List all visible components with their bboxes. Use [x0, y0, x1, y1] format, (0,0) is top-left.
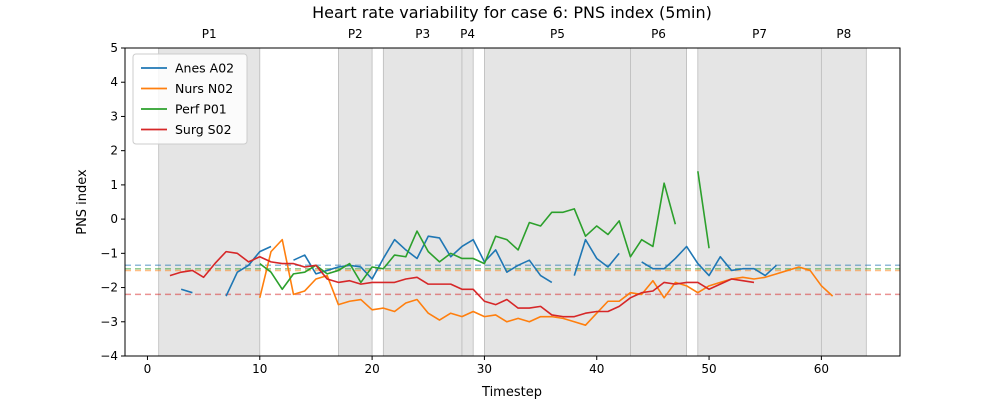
y-axis-label: PNS index — [75, 169, 90, 235]
y-tick-label: 0 — [110, 212, 118, 226]
phase-span-p7 — [697, 47, 822, 357]
x-tick-label: 0 — [144, 362, 152, 376]
phase-label-p8: P8 — [836, 27, 851, 41]
phase-label-p3: P3 — [415, 27, 430, 41]
phase-span-p5 — [484, 47, 631, 357]
legend-label-perf-p01: Perf P01 — [175, 102, 227, 117]
phase-span-p8 — [820, 47, 867, 357]
plot-frame — [124, 47, 901, 357]
phase-label-p4: P4 — [460, 27, 475, 41]
legend-box — [132, 53, 248, 145]
series-line-nurs-n02 — [259, 238, 834, 326]
phase-label-p5: P5 — [550, 27, 565, 41]
y-tick-label: 1 — [110, 178, 118, 192]
series-line-anes-a02 — [180, 235, 777, 297]
series-line-perf-p01 — [259, 171, 710, 291]
y-tick-label: 3 — [110, 109, 118, 123]
legend-label-surg-s02: Surg S02 — [175, 122, 232, 137]
phase-label-p2: P2 — [348, 27, 363, 41]
phase-span-p3 — [382, 47, 463, 357]
y-tick-label: 2 — [110, 144, 118, 158]
y-tick-label: −3 — [100, 315, 118, 329]
phase-label-p7: P7 — [752, 27, 767, 41]
phase-span-p2 — [338, 47, 373, 357]
y-tick-label: 4 — [110, 75, 118, 89]
x-tick-label: 20 — [364, 362, 379, 376]
y-tick-label: −4 — [100, 349, 118, 363]
x-tick-label: 50 — [701, 362, 716, 376]
legend-label-anes-a02: Anes A02 — [175, 61, 234, 76]
legend-label-nurs-n02: Nurs N02 — [175, 81, 233, 96]
phase-label-p1: P1 — [202, 27, 217, 41]
y-tick-label: −2 — [100, 281, 118, 295]
y-tick-label: −1 — [100, 246, 118, 260]
x-tick-label: 10 — [252, 362, 267, 376]
chart-title: Heart rate variability for case 6: PNS i… — [312, 3, 712, 22]
x-tick-label: 40 — [589, 362, 604, 376]
x-tick-label: 30 — [477, 362, 492, 376]
x-axis-label: Timestep — [481, 385, 542, 400]
x-tick-label: 60 — [814, 362, 829, 376]
phase-span-p6 — [630, 47, 687, 357]
y-tick-label: 5 — [110, 41, 118, 55]
series-line-surg-s02 — [169, 250, 755, 318]
phase-span-p4 — [461, 47, 474, 357]
phase-label-p6: P6 — [651, 27, 666, 41]
legend: Anes A02 Nurs N02 Perf P01 Surg S02 — [132, 53, 248, 145]
